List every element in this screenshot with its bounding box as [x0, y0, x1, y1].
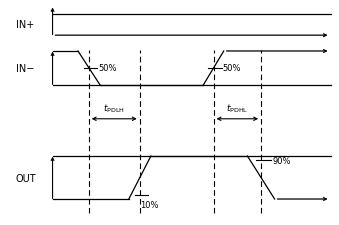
Text: $t_{\mathregular{PDHL}}$: $t_{\mathregular{PDHL}}$: [226, 102, 248, 115]
Text: 90%: 90%: [272, 156, 291, 165]
Text: OUT: OUT: [15, 173, 36, 183]
Text: 50%: 50%: [98, 64, 117, 73]
Text: 10%: 10%: [140, 200, 159, 209]
Text: IN+: IN+: [16, 20, 35, 30]
Text: 50%: 50%: [223, 64, 241, 73]
Text: IN−: IN−: [16, 64, 35, 74]
Text: $t_{\mathregular{PDLH}}$: $t_{\mathregular{PDLH}}$: [103, 102, 125, 115]
